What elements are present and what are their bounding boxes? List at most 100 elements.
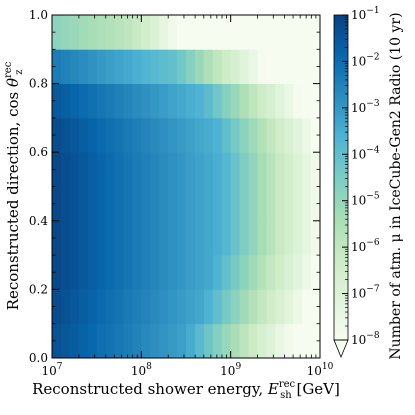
heatmap-cell	[52, 289, 62, 325]
heatmap-cell	[221, 49, 232, 84]
heatmap-cell	[257, 49, 267, 84]
heatmap-cell	[212, 220, 223, 256]
heatmap-cell	[266, 49, 276, 84]
heatmap-cell	[114, 49, 124, 84]
heatmap-cell	[96, 117, 106, 153]
heatmap-cell	[257, 117, 267, 153]
heatmap-cell	[87, 323, 98, 359]
heatmap-cell	[114, 289, 124, 325]
heatmap-cell	[105, 83, 115, 119]
heatmap-cell	[311, 323, 321, 359]
heatmap-cell	[132, 220, 142, 256]
heatmap-cell	[114, 186, 124, 222]
heatmap-cell	[203, 83, 214, 119]
heatmap-cell	[123, 289, 133, 325]
heatmap-cell	[177, 220, 187, 256]
heatmap-cell	[311, 117, 321, 153]
heatmap-cell	[87, 255, 98, 290]
heatmap-cell	[293, 152, 303, 187]
heatmap-cell	[248, 152, 258, 187]
heatmap-cell	[150, 255, 160, 290]
heatmap-cell	[293, 83, 303, 119]
heatmap-cell	[132, 255, 142, 290]
heatmap-cell	[105, 15, 115, 50]
heatmap-cell	[203, 15, 214, 50]
heatmap-cell	[78, 220, 89, 256]
heatmap-cell	[275, 83, 285, 119]
heatmap-cell	[239, 117, 249, 153]
heatmap-cell	[266, 255, 276, 290]
heatmap-cell	[275, 289, 285, 325]
heatmap-cell	[194, 289, 205, 325]
heatmap-cell	[275, 323, 285, 359]
heatmap-cell	[221, 15, 232, 50]
heatmap-cell	[239, 323, 249, 359]
heatmap-cell	[266, 83, 276, 119]
heatmap-cell	[177, 152, 187, 187]
heatmap-cell	[203, 289, 214, 325]
heatmap-cell	[248, 83, 258, 119]
heatmap-cell	[248, 49, 258, 84]
heatmap-cell	[212, 15, 223, 50]
heatmap-cell	[203, 117, 214, 153]
heatmap-cell	[168, 49, 178, 84]
heatmap-cell	[186, 117, 196, 153]
heatmap-cell	[284, 117, 294, 153]
heatmap-cell	[194, 15, 205, 50]
heatmap-cell	[230, 49, 240, 84]
x-tick-label: 108	[131, 362, 152, 378]
heatmap-cell	[150, 289, 160, 325]
heatmap-cell	[159, 186, 169, 222]
heatmap-cell	[284, 152, 294, 187]
heatmap-cell	[239, 186, 249, 222]
heatmap-cell	[123, 49, 133, 84]
heatmap-cell	[114, 220, 124, 256]
heatmap-cell	[212, 186, 223, 222]
heatmap-cell	[96, 15, 106, 50]
heatmap-cell	[186, 83, 196, 119]
heatmap-cell	[78, 15, 89, 50]
heatmap-cell	[60, 289, 71, 325]
heatmap-cell	[284, 289, 294, 325]
y-tick-label: 0.6	[29, 145, 48, 159]
heatmap-cell	[105, 220, 115, 256]
heatmap-cell	[302, 152, 312, 187]
heatmap-cell	[194, 117, 205, 153]
heatmap-cell	[150, 323, 160, 359]
heatmap-cell	[257, 15, 267, 50]
colorbar-tick-label: 10−6	[351, 238, 380, 254]
heatmap-cell	[293, 220, 303, 256]
heatmap-cell	[52, 255, 62, 290]
heatmap-cell	[150, 49, 160, 84]
heatmap-cell	[284, 255, 294, 290]
heatmap-cell	[203, 186, 214, 222]
heatmap-cell	[159, 117, 169, 153]
heatmap-cell	[87, 49, 98, 84]
heatmap-cell	[239, 83, 249, 119]
heatmap-cell	[105, 323, 115, 359]
heatmap-cell	[257, 323, 267, 359]
heatmap-cell	[141, 289, 151, 325]
heatmap-cell	[275, 15, 285, 50]
heatmap-cell	[275, 186, 285, 222]
heatmap-cell	[123, 186, 133, 222]
heatmap-cells	[52, 15, 321, 359]
heatmap-cell	[221, 255, 232, 290]
colorbar: 10−1 10−2 10−3 10−4 10−5 10−6 10−7 10−8 Number …	[333, 6, 404, 360]
colorbar-gradient	[334, 15, 348, 340]
heatmap-cell	[177, 49, 187, 84]
heatmap-cell	[52, 323, 62, 359]
heatmap-cell	[87, 152, 98, 187]
heatmap-cell	[150, 152, 160, 187]
heatmap-cell	[60, 255, 71, 290]
heatmap-cell	[60, 220, 71, 256]
heatmap-cell	[60, 49, 71, 84]
heatmap-cell	[141, 220, 151, 256]
heatmap-cell	[239, 15, 249, 50]
heatmap-cell	[78, 117, 89, 153]
heatmap-cell	[123, 152, 133, 187]
colorbar-tick-label: 10−2	[351, 52, 380, 68]
heatmap-cell	[275, 220, 285, 256]
heatmap-cell	[60, 152, 71, 187]
heatmap-cell	[159, 83, 169, 119]
